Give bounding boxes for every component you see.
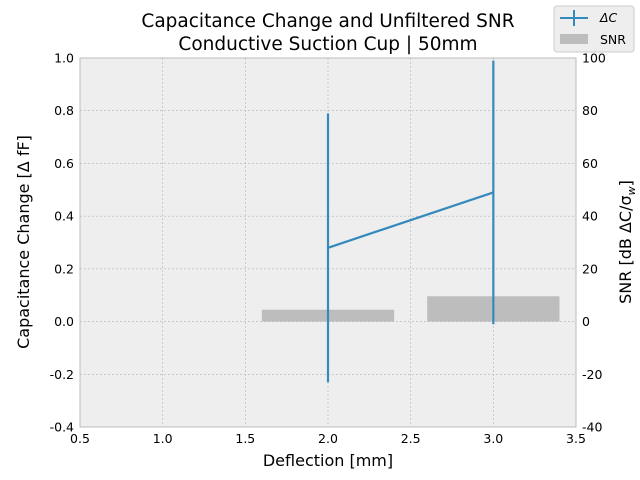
x-tick-label: 2.5: [401, 431, 421, 446]
y-right-tick-label: 0: [582, 314, 590, 329]
y-right-label-main: SNR [dB ΔC/σ: [616, 195, 635, 303]
y-left-tick-label: 0.8: [54, 103, 74, 118]
y-left-tick-label: 0.4: [54, 209, 74, 224]
y-right-tick-label: 20: [582, 261, 598, 276]
legend-label-capacitance: ΔC: [599, 10, 618, 25]
y-right-label-close: ]: [616, 180, 635, 186]
chart-title-line-2: Conductive Suction Cup | 50mm: [178, 34, 477, 55]
y-left-tick-label: 0.2: [54, 261, 74, 276]
y-right-tick-label: 80: [582, 103, 598, 118]
y-right-label-sub: w: [625, 186, 638, 195]
chart-title-line-1: Capacitance Change and Unfiltered SNR: [141, 11, 514, 32]
y-left-tick-label: -0.4: [50, 420, 74, 435]
y-right-tick-label: -20: [582, 367, 602, 382]
legend-label-snr: SNR: [600, 32, 626, 47]
y-right-tick-label: 60: [582, 156, 598, 171]
x-axis-label: Deflection [mm]: [263, 451, 393, 470]
y-right-tick-label: 40: [582, 209, 598, 224]
x-tick-label: 3.0: [483, 431, 503, 446]
y-left-axis-ticks: -0.4 -0.2 0.0 0.2 0.4 0.6 0.8 1.0: [50, 51, 74, 435]
y-left-tick-label: -0.2: [50, 367, 74, 382]
legend-bar-swatch: [560, 34, 588, 44]
y-right-tick-label: 100: [582, 51, 606, 66]
x-tick-label: 0.5: [70, 431, 90, 446]
capacitance-line: [327, 191, 494, 249]
y-right-axis-ticks: -40 -20 0 20 40 60 80 100: [582, 51, 606, 435]
x-axis-ticks: 0.5 1.0 1.5 2.0 2.5 3.0 3.5: [70, 431, 586, 446]
x-tick-label: 3.5: [566, 431, 586, 446]
legend: ΔC SNR: [553, 5, 635, 53]
capacitance-series: [326, 60, 495, 383]
x-tick-label: 1.5: [235, 431, 255, 446]
y-right-axis-label: SNR [dB ΔC/σw]: [616, 180, 638, 304]
y-left-tick-label: 0.0: [54, 314, 74, 329]
x-tick-label: 2.0: [318, 431, 338, 446]
y-right-tick-label: -40: [582, 420, 602, 435]
plot-frame: [79, 57, 577, 428]
y-left-tick-label: 1.0: [54, 51, 74, 66]
x-tick-label: 1.0: [153, 431, 173, 446]
y-left-axis-label: Capacitance Change [Δ fF]: [14, 135, 33, 349]
y-left-tick-label: 0.6: [54, 156, 74, 171]
